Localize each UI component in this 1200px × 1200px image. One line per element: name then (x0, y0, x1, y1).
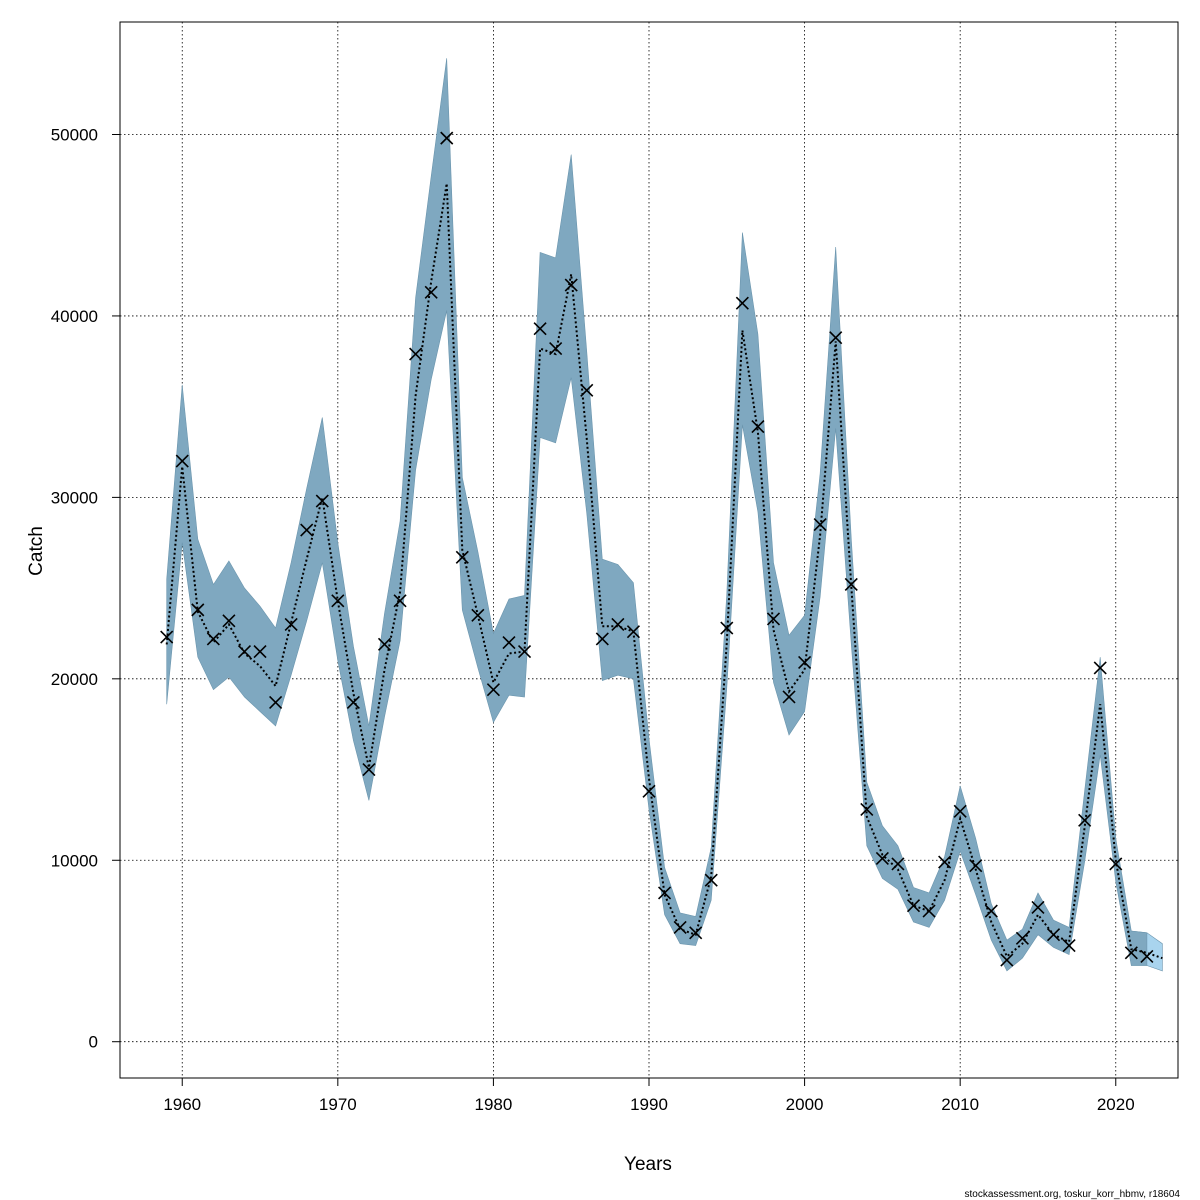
observation-marker (269, 695, 283, 709)
confidence-band (166, 58, 1148, 972)
observation-marker (300, 523, 314, 537)
observation-marker (315, 494, 329, 508)
x-tick-label: 1970 (319, 1095, 357, 1114)
observation-marker (440, 131, 454, 145)
observation-marker (424, 285, 438, 299)
observation-marker (1046, 928, 1061, 942)
y-axis: 0 10000 20000 30000 40000 50000 (51, 125, 121, 1052)
estimate-line (165, 183, 1163, 960)
observation-marker (253, 645, 267, 659)
observation-marker (595, 632, 609, 646)
observation-marker (906, 899, 921, 913)
observation-marker (362, 762, 376, 777)
observation-marker (502, 635, 516, 650)
observation-markers (160, 131, 1154, 967)
x-tick-label: 2000 (786, 1095, 824, 1114)
y-axis-title: Catch (26, 526, 47, 576)
observation-marker (1078, 813, 1092, 827)
observation-marker (1000, 953, 1014, 967)
observation-marker (549, 342, 563, 356)
observation-marker (860, 802, 874, 817)
observation-marker (642, 784, 656, 798)
observation-marker (160, 630, 174, 644)
observation-marker (953, 804, 967, 818)
estimate-line-layer (165, 183, 1163, 960)
observation-marker (206, 632, 220, 646)
observation-marker (377, 637, 392, 651)
observation-marker (626, 625, 641, 639)
observation-marker (1093, 661, 1107, 675)
observation-marker (393, 594, 407, 608)
observation-marker (455, 550, 469, 564)
observation-marker (471, 608, 485, 622)
observation-marker (1062, 938, 1076, 953)
observation-marker (938, 855, 952, 869)
y-tick-label: 40000 (51, 307, 98, 326)
x-tick-label: 1960 (163, 1095, 201, 1114)
observation-marker (237, 645, 252, 659)
x-tick-label: 2010 (941, 1095, 979, 1114)
y-tick-label: 0 (89, 1033, 98, 1052)
observation-marker (1109, 857, 1123, 871)
observation-marker (704, 873, 718, 887)
observation-marker (331, 594, 345, 608)
observation-marker (284, 617, 298, 631)
observation-marker (875, 851, 889, 866)
observation-marker (564, 278, 578, 292)
y-tick-label: 50000 (51, 125, 98, 144)
observation-marker (969, 859, 983, 873)
observation-marker (1031, 900, 1045, 915)
credit-text: stockassessment.org, toskur_korr_hbmv, r… (965, 1189, 1181, 1200)
observation-marker (689, 926, 703, 940)
observation-marker (735, 296, 749, 310)
observation-marker (222, 614, 236, 628)
observation-marker (1140, 949, 1154, 963)
x-tick-label: 1980 (474, 1095, 512, 1114)
y-tick-label: 30000 (51, 488, 98, 507)
observation-marker (533, 322, 547, 336)
observation-marker (409, 347, 423, 361)
observation-marker (1015, 931, 1029, 945)
observation-marker (782, 690, 796, 704)
observation-marker (829, 331, 843, 345)
observation-marker (346, 695, 360, 709)
y-tick-label: 10000 (51, 851, 98, 870)
observation-marker (486, 683, 500, 697)
x-axis-title: Years (624, 1154, 672, 1175)
observation-marker (720, 621, 734, 635)
observation-marker (673, 920, 687, 934)
observation-marker (175, 454, 189, 468)
y-tick-label: 20000 (51, 670, 98, 689)
observation-marker (984, 904, 998, 918)
observation-marker (517, 645, 532, 659)
grid-lines (120, 22, 1178, 1078)
observation-marker (766, 612, 781, 626)
observation-marker (891, 857, 905, 871)
observation-marker (798, 655, 812, 670)
observation-marker (580, 383, 594, 397)
confidence-band-layer (166, 58, 1163, 972)
observation-marker (751, 420, 765, 434)
observation-marker (1124, 946, 1138, 960)
x-axis: 1960 1970 1980 1990 2000 2010 2020 (163, 1077, 1135, 1114)
observation-marker (922, 904, 936, 918)
observation-marker (657, 886, 672, 900)
observation-marker (611, 617, 625, 631)
observation-marker (844, 577, 858, 592)
x-tick-label: 1990 (630, 1095, 668, 1114)
x-tick-label: 2020 (1097, 1095, 1135, 1114)
observation-marker (813, 518, 827, 532)
observation-marker (191, 603, 205, 617)
